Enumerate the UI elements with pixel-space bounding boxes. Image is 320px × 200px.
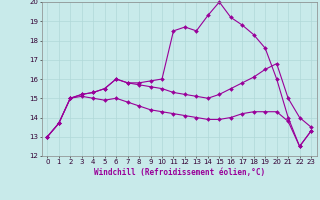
X-axis label: Windchill (Refroidissement éolien,°C): Windchill (Refroidissement éolien,°C) xyxy=(94,168,265,177)
